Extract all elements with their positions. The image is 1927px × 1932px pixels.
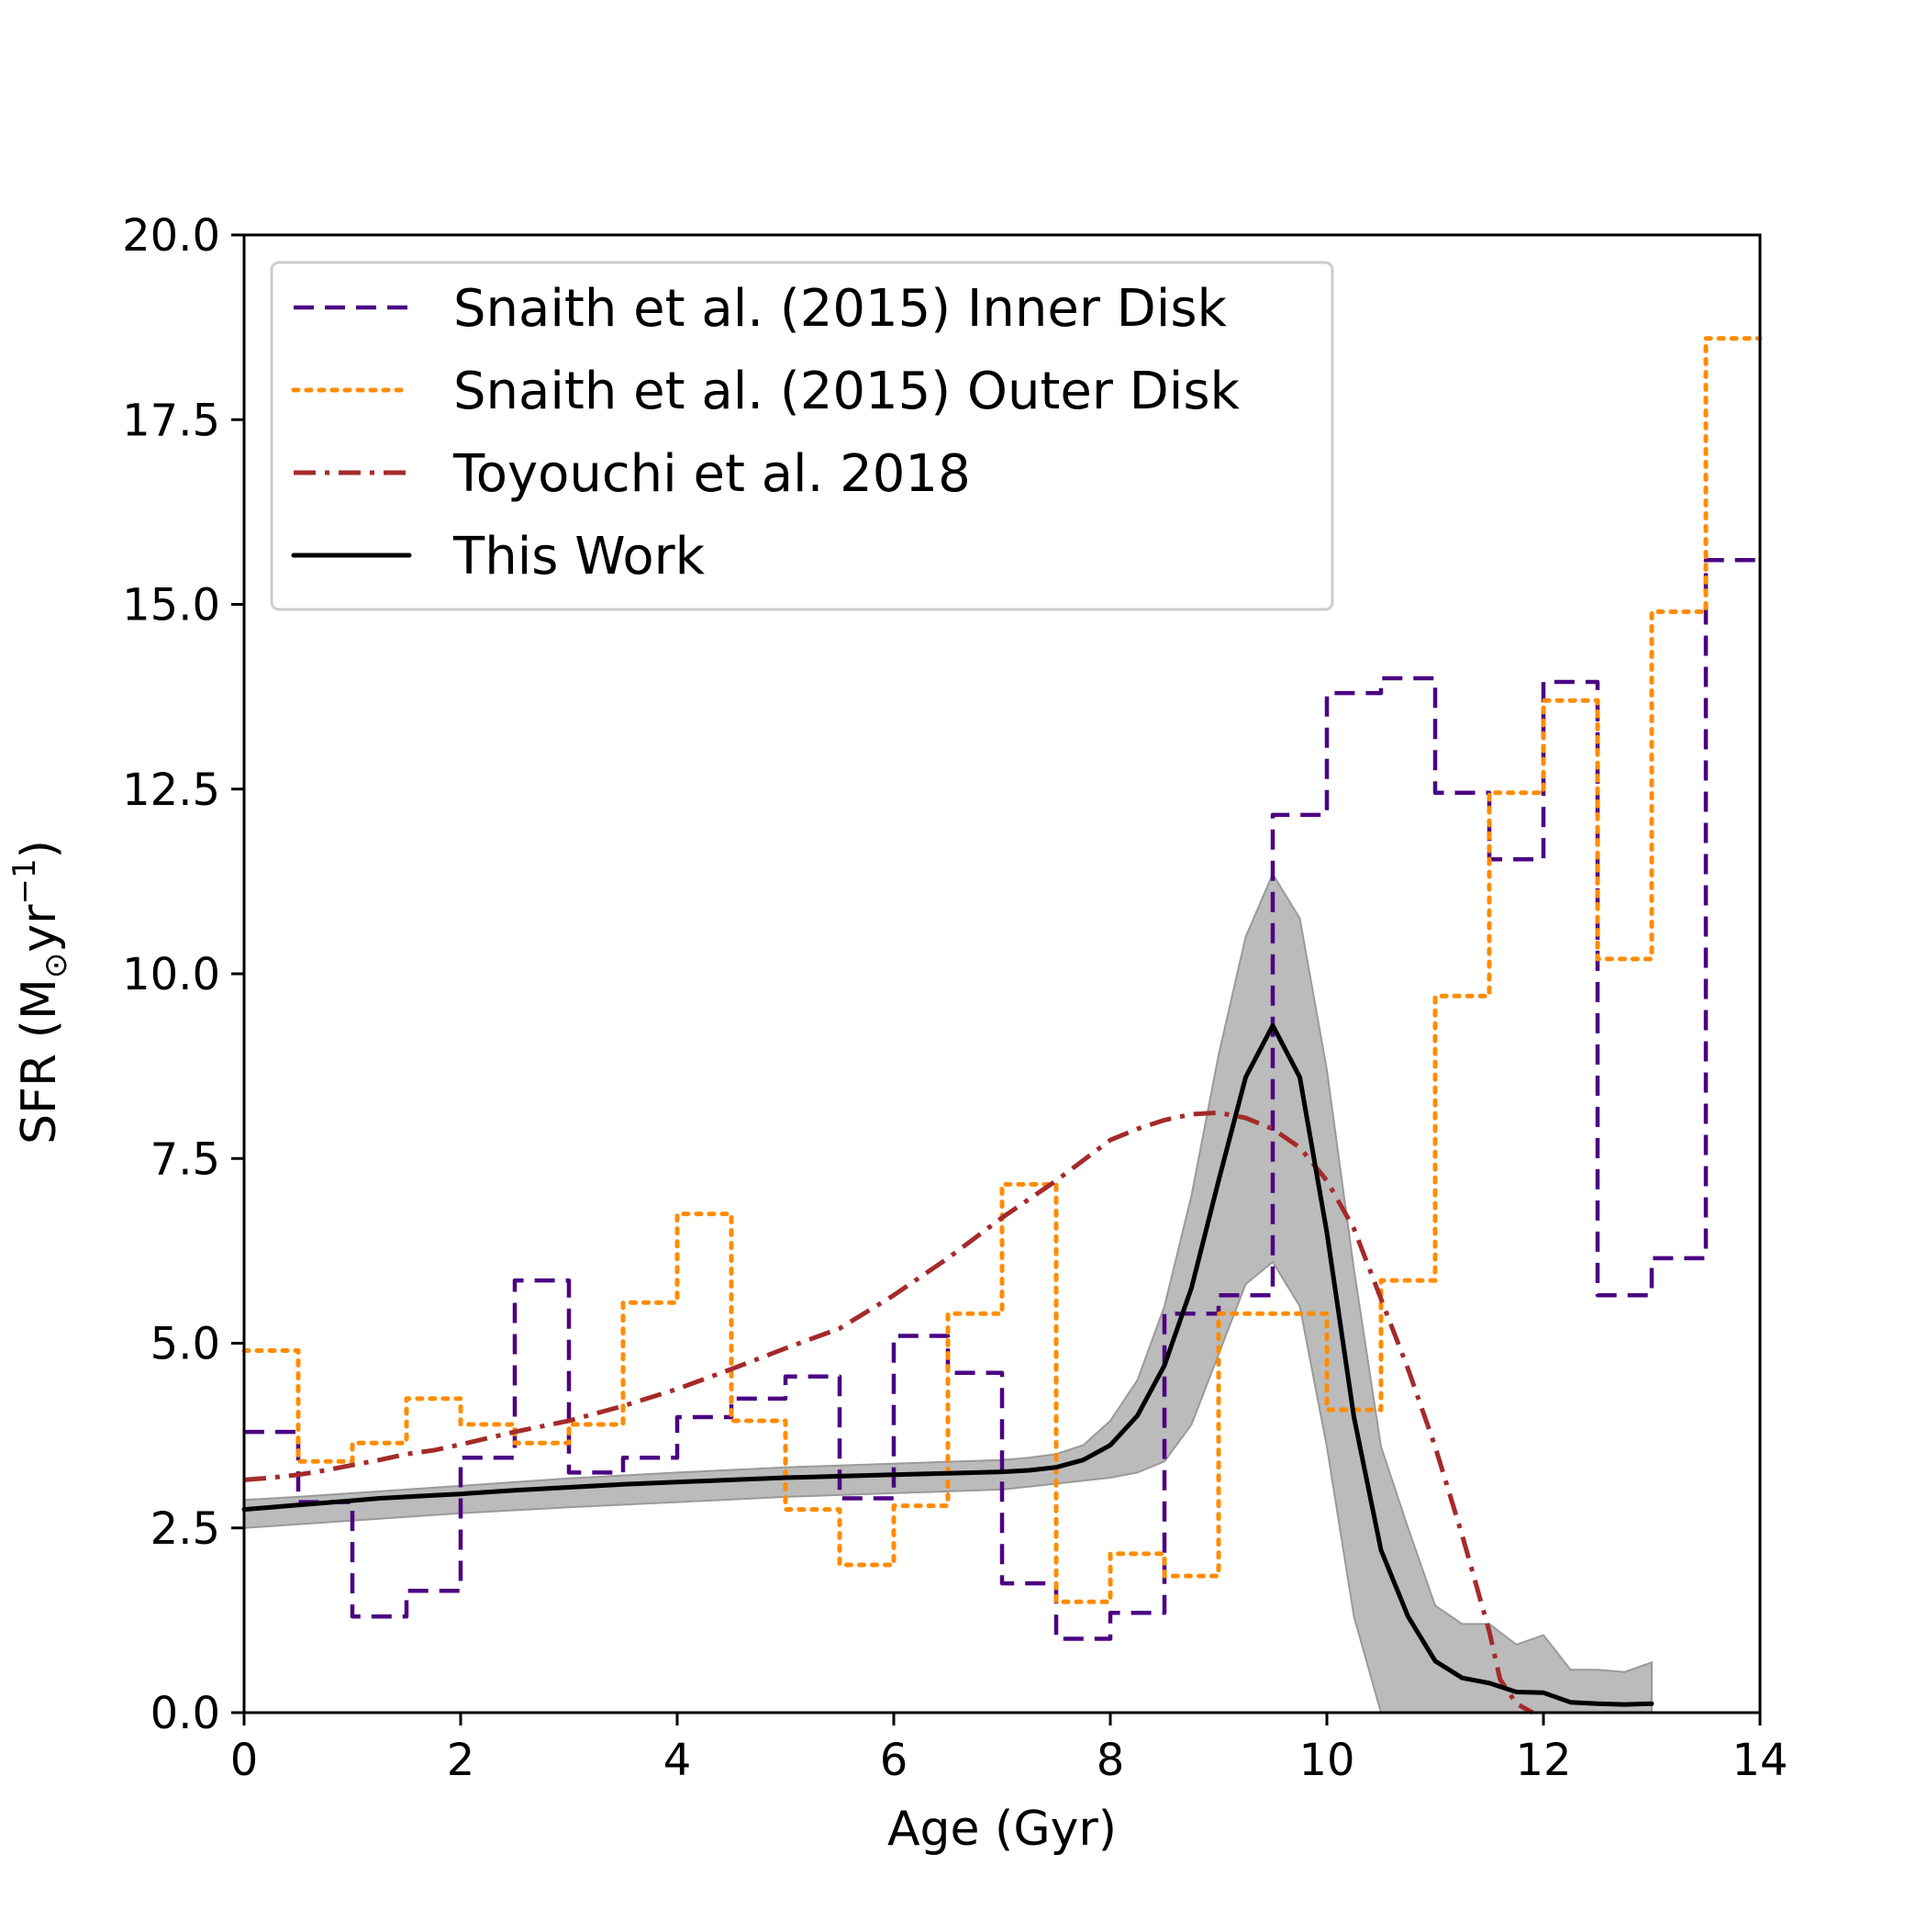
series-layer: [241, 336, 1763, 1715]
y-tick-label: 17.5: [122, 395, 220, 446]
y-tick-label: 20.0: [122, 210, 220, 262]
legend-label-snaith-et-al-2015-inner-disk: Snaith et al. (2015) Inner Disk: [453, 279, 1227, 339]
legend-label-toyouchi-et-al-2018: Toyouchi et al. 2018: [452, 444, 971, 504]
series-line-toyouchi-et-al-2018: [243, 1110, 1534, 1715]
legend-label-this-work: This Work: [452, 527, 706, 586]
y-tick-label: 7.5: [150, 1134, 220, 1185]
x-tick-label: 6: [880, 1735, 908, 1786]
uncertainty-band-layer: [243, 872, 1653, 1714]
x-tick-label: 0: [230, 1735, 259, 1786]
y-tick-label: 10.0: [122, 949, 220, 1000]
x-tick-label: 12: [1515, 1735, 1571, 1786]
axis-ticks-layer: 0 2 4 6 8 10 12 14 0.0 2.5 5.0 7.5 10.0 12.5 15.0 17.5 2…: [122, 210, 1788, 1786]
uncertainty-band: [243, 872, 1653, 1714]
series-line-snaith-et-al-2015-outer-disk: [241, 336, 1763, 1604]
y-axis-title: SFR (M⊙yr−1): [6, 840, 74, 1145]
x-tick-label: 14: [1732, 1735, 1788, 1786]
series-line-this-work: [241, 1022, 1654, 1707]
y-axis-title-mid: yr: [12, 904, 67, 953]
y-axis-title-sup: −1: [6, 858, 43, 904]
legend-label-snaith-et-al-2015-outer-disk: Snaith et al. (2015) Outer Disk: [453, 362, 1241, 421]
y-axis-title-sub: ⊙: [38, 953, 74, 979]
y-axis-title-close: ): [12, 840, 67, 858]
x-tick-label: 4: [663, 1735, 692, 1786]
x-tick-label: 10: [1298, 1735, 1354, 1786]
y-tick-label: 5.0: [150, 1319, 220, 1370]
y-tick-label: 15.0: [122, 580, 220, 631]
x-axis-title: Age (Gyr): [887, 1802, 1117, 1857]
x-tick-label: 2: [447, 1735, 475, 1786]
y-axis-title-main: SFR (M: [12, 978, 67, 1145]
legend-box: [270, 261, 1334, 611]
legend: Snaith et al. (2015) Inner Disk Snaith et…: [270, 261, 1334, 611]
x-tick-label: 8: [1097, 1735, 1125, 1786]
legend-items: Snaith et al. (2015) Inner Disk Snaith et…: [291, 279, 1241, 586]
y-tick-label: 2.5: [150, 1503, 220, 1555]
y-tick-label: 0.0: [150, 1688, 220, 1739]
y-tick-label: 12.5: [122, 765, 220, 816]
